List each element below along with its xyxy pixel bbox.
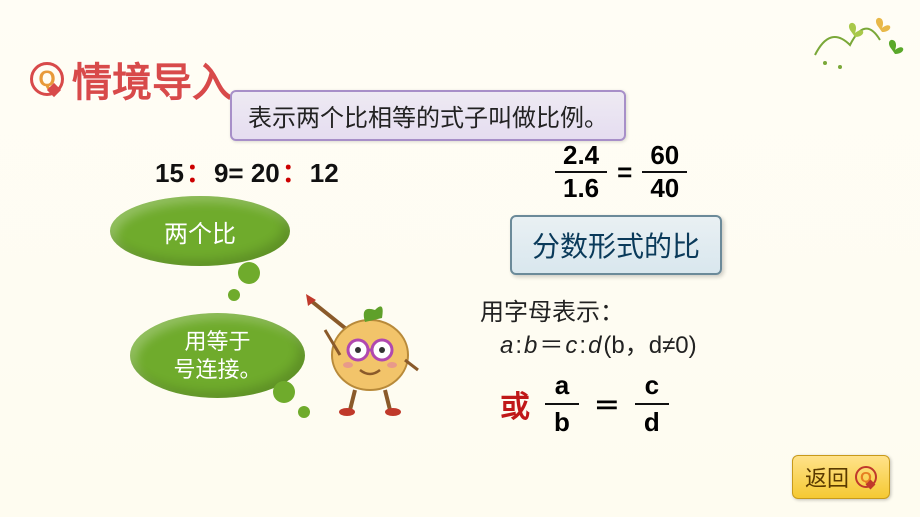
formula-label: 用字母表示： bbox=[480, 292, 624, 327]
page-title: Q 情境导入 bbox=[30, 50, 232, 108]
or-word: 或 bbox=[500, 382, 530, 426]
frac1-den: 1.6 bbox=[555, 173, 607, 204]
definition-box: 表示两个比相等的式子叫做比例。 bbox=[230, 90, 626, 141]
corner-decoration bbox=[795, 5, 915, 90]
formula-cond: (b，d≠0) bbox=[601, 332, 698, 359]
apple-character-icon bbox=[300, 270, 430, 420]
var-c: c bbox=[565, 332, 577, 359]
ratio-b: 9 bbox=[214, 158, 228, 188]
frac2-num: 60 bbox=[642, 140, 687, 173]
return-label: 返回 bbox=[805, 461, 849, 493]
q-return-icon: Q bbox=[855, 466, 877, 488]
title-text: 情境导入 bbox=[72, 50, 232, 108]
fraction-ab: a b bbox=[544, 370, 580, 438]
var-a: a bbox=[500, 332, 513, 359]
frac-d: d bbox=[634, 405, 670, 438]
speech-bubble-2: 用等于 号连接。 bbox=[130, 313, 305, 398]
var-d: d bbox=[588, 332, 601, 359]
fraction-form-box: 分数形式的比 bbox=[510, 215, 722, 275]
colon-icon: ： bbox=[280, 158, 310, 188]
equals-sign: = bbox=[617, 157, 632, 188]
speech-bubble-1: 两个比 bbox=[110, 196, 290, 266]
ratio-example: 15：9= 20：12 bbox=[155, 153, 339, 190]
frac-c: c bbox=[635, 370, 669, 405]
equals: = bbox=[228, 158, 250, 188]
q-icon: Q bbox=[30, 62, 64, 96]
colon-icon: ： bbox=[184, 158, 214, 188]
formula-fraction-form: 或 a b ＝ c d bbox=[500, 370, 670, 438]
return-button[interactable]: 返回 Q bbox=[792, 455, 890, 499]
fraction-cd: c d bbox=[634, 370, 670, 438]
frac-b: b bbox=[544, 405, 580, 438]
frac2-den: 40 bbox=[642, 173, 687, 204]
var-b: b bbox=[524, 332, 537, 359]
equals-sign: ＝ bbox=[594, 386, 620, 423]
bubble2-text: 用等于 号连接。 bbox=[173, 328, 261, 383]
formula-expression: a:b＝c:d(b，d≠0) bbox=[500, 325, 699, 360]
fraction-example: 2.4 1.6 = 60 40 bbox=[555, 140, 687, 204]
frac1-num: 2.4 bbox=[555, 140, 607, 173]
ratio-a: 15 bbox=[155, 158, 184, 188]
ratio-c: 20 bbox=[251, 158, 280, 188]
ratio-d: 12 bbox=[310, 158, 339, 188]
fraction-2: 60 40 bbox=[642, 140, 687, 204]
fraction-1: 2.4 1.6 bbox=[555, 140, 607, 204]
frac-a: a bbox=[545, 370, 579, 405]
bubble1-text: 两个比 bbox=[164, 214, 236, 249]
